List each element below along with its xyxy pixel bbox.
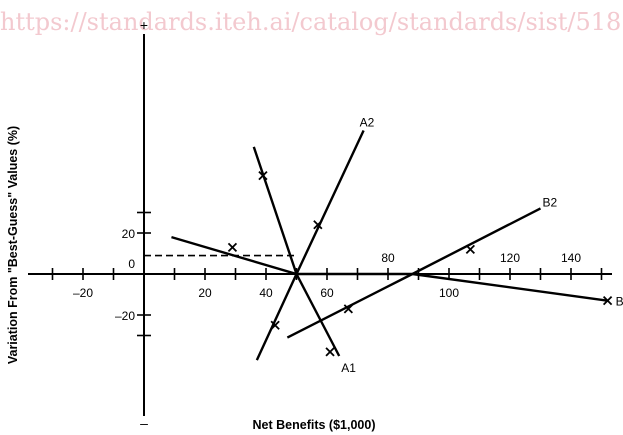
- series-label-b2: B2: [543, 195, 558, 209]
- marker-x-b2: [343, 304, 353, 314]
- y-tick-label: 0: [128, 257, 135, 271]
- x-tick-label: –20: [73, 286, 93, 300]
- x-tick-label: 80: [381, 251, 395, 265]
- x-axis-title: Net Benefits ($1,000): [253, 418, 376, 432]
- x-tick-label: 140: [561, 251, 581, 265]
- y-axis-title: Variation From "Best-Guess" Values (%): [6, 126, 20, 364]
- series-label-b1: B1: [616, 295, 623, 309]
- marker-x-b2: [465, 244, 475, 255]
- marker-x-b1: [227, 242, 238, 252]
- marker-x-a1: [325, 347, 335, 357]
- y-tick-label: –20: [115, 309, 135, 323]
- series-label-a1: A1: [341, 361, 356, 375]
- y-tick-label: 20: [122, 227, 136, 241]
- x-tick-label: 60: [320, 286, 334, 300]
- watermark-url: https://standards.iteh.ai/catalog/standa…: [0, 8, 623, 36]
- marker-x-a2: [313, 220, 323, 230]
- y-axis-plus-label: +: [140, 17, 148, 33]
- y-axis-minus-label: –: [140, 415, 148, 431]
- marker-x-b1: [602, 296, 613, 306]
- series-lines: [171, 129, 613, 361]
- series-line-b1: [171, 235, 608, 302]
- series-line-b2: [286, 207, 542, 339]
- x-tick-label: 40: [259, 286, 273, 300]
- marker-x-a2: [270, 320, 280, 330]
- x-tick-label: 100: [439, 286, 459, 300]
- x-tick-label: 120: [500, 251, 520, 265]
- chart-labels: + – –20 20 40 60 80 100 120 140 20 0 –20 A1 A2 B1 B2 Net …: [6, 17, 623, 432]
- x-tick-label: 20: [198, 286, 212, 300]
- marker-x-a1: [258, 170, 268, 181]
- series-label-a2: A2: [360, 116, 375, 130]
